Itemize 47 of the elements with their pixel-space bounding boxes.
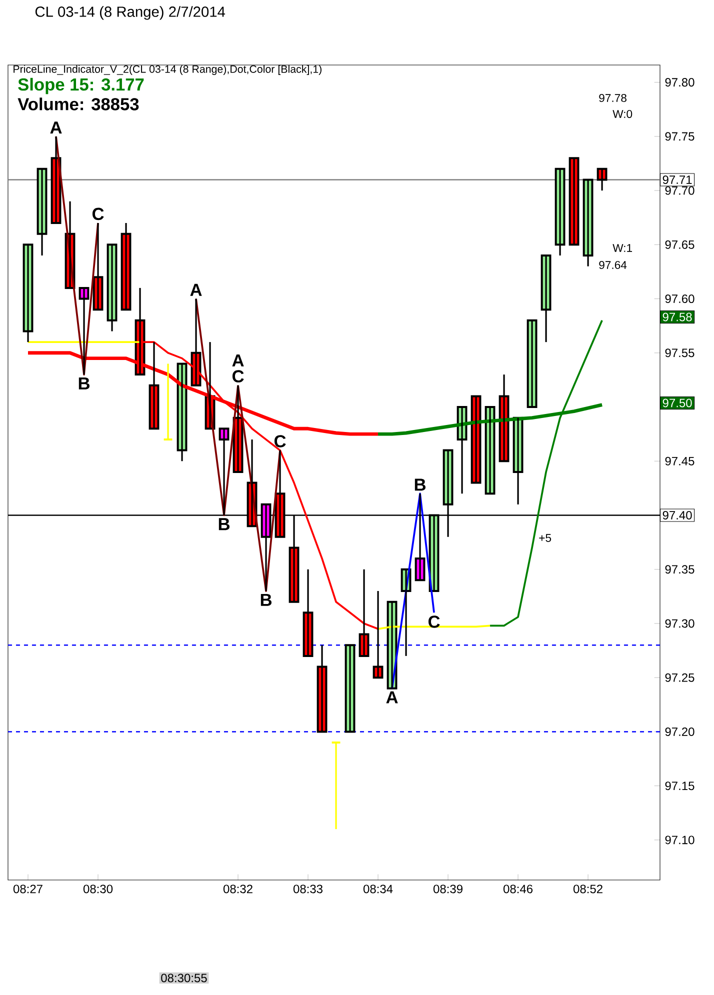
data-label: C <box>428 616 440 628</box>
ref-line-label: 97.40 <box>662 510 692 520</box>
y-tick-label: 97.70 <box>665 186 694 195</box>
data-label: B <box>414 478 426 491</box>
x-tick-label: 08:33 <box>293 884 323 894</box>
ref-line-label: 97.71 <box>662 175 692 184</box>
text: W:1 <box>612 244 632 252</box>
data-label: C <box>232 370 244 382</box>
text: 08:30:55 <box>161 974 207 982</box>
data-label: B <box>218 518 230 530</box>
y-tick-label: 97.10 <box>665 836 694 844</box>
y-tick-label: 97.60 <box>665 294 694 304</box>
data-label: C <box>274 435 286 448</box>
text: 97.58 <box>662 312 692 322</box>
y-tick-label: 97.35 <box>665 565 694 574</box>
annotation: 97.64 <box>599 260 627 269</box>
text: 97.50 <box>662 398 692 408</box>
x-tick-label: 08:27 <box>13 884 42 894</box>
y-tick-label: 97.45 <box>665 456 694 466</box>
y-tick-label: 97.80 <box>665 78 694 87</box>
data-label: B <box>78 377 90 390</box>
y-tick-label: 97.75 <box>665 132 694 141</box>
data-label: A <box>386 691 398 704</box>
data-label: A <box>50 122 62 134</box>
x-tick-label: 08:52 <box>573 884 602 894</box>
text: W:0 <box>612 110 632 118</box>
annotation: Slope 15: 3.177 <box>18 78 144 94</box>
annotation: +5 <box>539 534 552 542</box>
data-label: C <box>92 208 104 220</box>
annotation: 97.78 <box>599 94 626 102</box>
x-tick-label: 08:34 <box>363 884 393 894</box>
y-tick-label: 97.65 <box>665 240 694 249</box>
data-label: A <box>232 354 244 366</box>
y-tick-label: 97.30 <box>665 619 694 628</box>
annotation: Volume: 38853 <box>18 98 139 110</box>
y-tick-label: 97.25 <box>665 673 694 682</box>
chart-subtitle: PriceLine_Indicator_V_2(CL 03-14 (8 Range),Dot,Color [Black],1) <box>14 65 322 75</box>
y-tick-label: 97.15 <box>665 782 694 790</box>
data-label: B <box>260 594 272 606</box>
y-tick-label: 97.20 <box>665 727 694 736</box>
y-tick-label: 97.55 <box>665 348 694 358</box>
x-tick-label: 08:30 <box>83 884 113 894</box>
x-tick-label: 08:46 <box>503 884 533 894</box>
x-tick-label: 08:39 <box>433 884 462 894</box>
data-label: A <box>190 284 202 296</box>
x-tick-label: 08:32 <box>223 884 252 894</box>
chart-title: CL 03-14 (8 Range) 2/7/2014 <box>35 6 226 20</box>
